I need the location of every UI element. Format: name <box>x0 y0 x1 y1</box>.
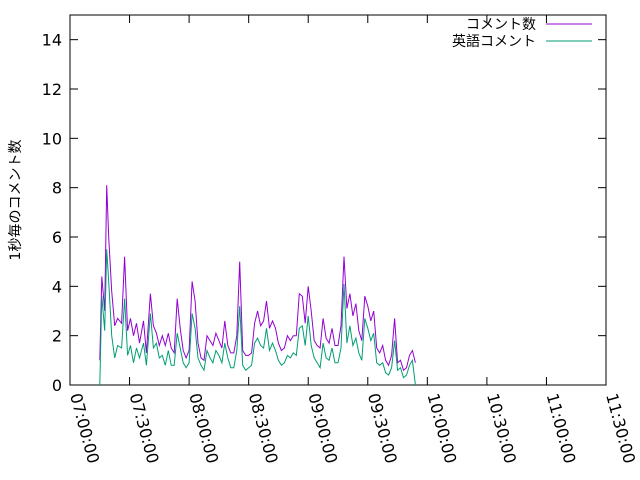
x-axis: 07:00:00 07:30:00 08:00:00 08:30:00 09:00:00… <box>66 15 639 465</box>
series-line <box>99 249 416 386</box>
plot-border <box>69 14 607 386</box>
y-tick-label: 2 <box>52 327 62 346</box>
x-tick-label: 07:30:00 <box>126 391 163 465</box>
series-lines <box>99 185 416 386</box>
y-tick-label: 8 <box>52 179 62 198</box>
x-tick-label: 09:30:00 <box>364 391 401 465</box>
legend-label: 英語コメント <box>452 33 536 50</box>
x-tick-label: 11:30:00 <box>602 391 639 465</box>
plot-frame <box>69 14 607 386</box>
y-axis: 0 2 4 6 8 10 12 14 <box>42 31 606 395</box>
series-line <box>99 185 416 372</box>
y-tick-label: 4 <box>52 277 62 296</box>
y-tick-label: 6 <box>52 228 62 247</box>
x-tick-label: 07:00:00 <box>66 391 103 465</box>
x-tick-label: 09:00:00 <box>304 391 341 465</box>
y-tick-label: 12 <box>42 80 62 99</box>
x-tick-label: 08:30:00 <box>245 391 282 465</box>
y-tick-label: 10 <box>42 129 62 148</box>
x-tick-label: 11:00:00 <box>543 391 580 465</box>
legend-label: コメント数 <box>466 17 536 33</box>
x-tick-label: 08:00:00 <box>185 391 222 465</box>
y-tick-label: 14 <box>42 31 62 50</box>
x-tick-label: 10:30:00 <box>483 391 520 465</box>
x-tick-label: 10:00:00 <box>423 391 460 465</box>
y-tick-label: 0 <box>52 376 62 395</box>
y-axis-title: 1秒毎のコメント数 <box>8 140 24 261</box>
